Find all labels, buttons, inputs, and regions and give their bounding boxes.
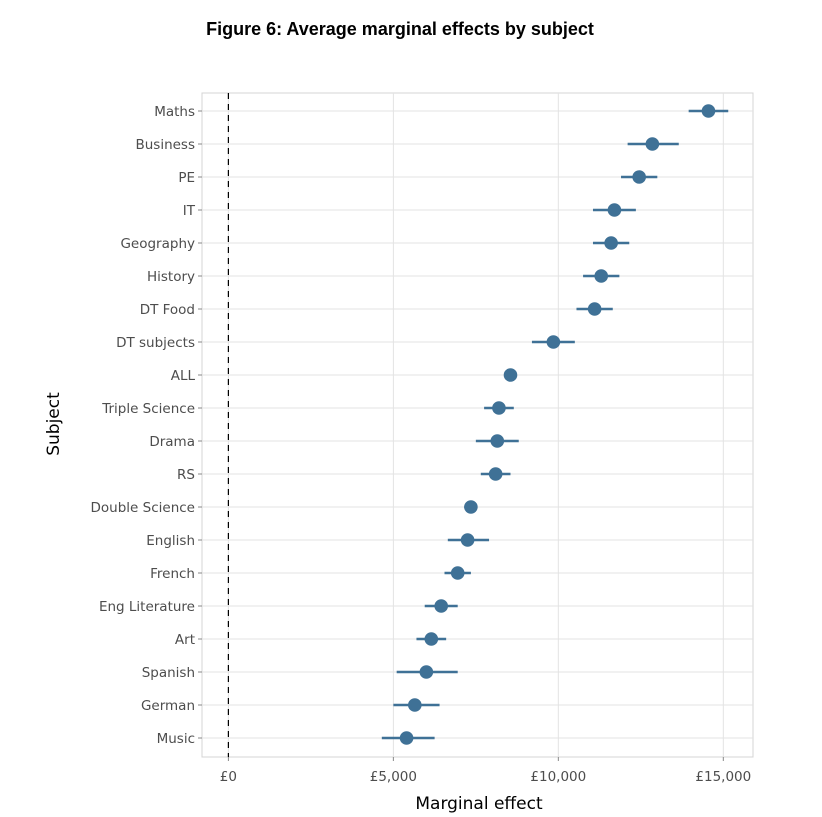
estimate-point [492, 401, 506, 415]
y-tick-label: Spanish [142, 665, 195, 681]
grid-layer [201, 92, 754, 758]
y-tick-label: Maths [154, 104, 195, 120]
y-tick-label: History [147, 269, 195, 285]
y-tick-label: DT subjects [116, 335, 195, 351]
estimate-point [546, 335, 561, 349]
estimate-point [645, 137, 660, 151]
estimate-point [607, 203, 622, 217]
axis-layer: £0 £5,000 £10,000 £15,000 Maths Business PE IT G… [91, 104, 752, 785]
x-tick-label: £5,000 [370, 769, 417, 785]
estimate-point [460, 533, 475, 547]
y-tick-label: Geography [120, 236, 195, 252]
estimate-point [701, 104, 716, 118]
y-tick-label: ALL [171, 368, 196, 384]
chart-title: Figure 6: Average marginal effects by su… [206, 19, 594, 39]
y-tick-label: DT Food [140, 302, 195, 318]
x-tick-label: £0 [220, 769, 237, 785]
x-tick-label: £15,000 [695, 769, 751, 785]
estimate-point [408, 698, 422, 712]
estimate-point [399, 731, 414, 745]
y-tick-label: French [150, 566, 195, 582]
estimate-point [434, 599, 449, 613]
estimate-point [419, 665, 434, 679]
estimate-point [594, 269, 609, 283]
y-tick-label: Business [135, 137, 195, 153]
y-tick-label: RS [177, 467, 195, 483]
estimate-point [464, 500, 478, 514]
y-axis-title: Subject [44, 392, 64, 456]
estimate-point [587, 302, 602, 316]
y-tick-label: German [141, 698, 195, 714]
x-axis-title: Marginal effect [415, 794, 543, 814]
y-tick-label: Double Science [91, 500, 195, 516]
y-tick-label: Art [175, 632, 195, 648]
estimate-point [632, 170, 646, 184]
y-tick-label: English [146, 533, 195, 549]
estimate-point [488, 467, 503, 481]
y-tick-label: PE [178, 170, 195, 186]
plot-panel-border [201, 92, 754, 758]
y-tick-label: IT [183, 203, 196, 219]
estimate-point [424, 632, 439, 646]
estimate-point [604, 236, 618, 250]
y-tick-label: Eng Literature [99, 599, 195, 615]
x-tick-label: £10,000 [530, 769, 586, 785]
y-tick-label: Triple Science [101, 401, 195, 417]
estimate-point [503, 368, 518, 382]
estimate-point [450, 566, 465, 580]
y-tick-label: Music [157, 731, 195, 747]
y-tick-label: Drama [149, 434, 195, 450]
estimate-point [490, 434, 505, 448]
point-layer [399, 104, 716, 745]
